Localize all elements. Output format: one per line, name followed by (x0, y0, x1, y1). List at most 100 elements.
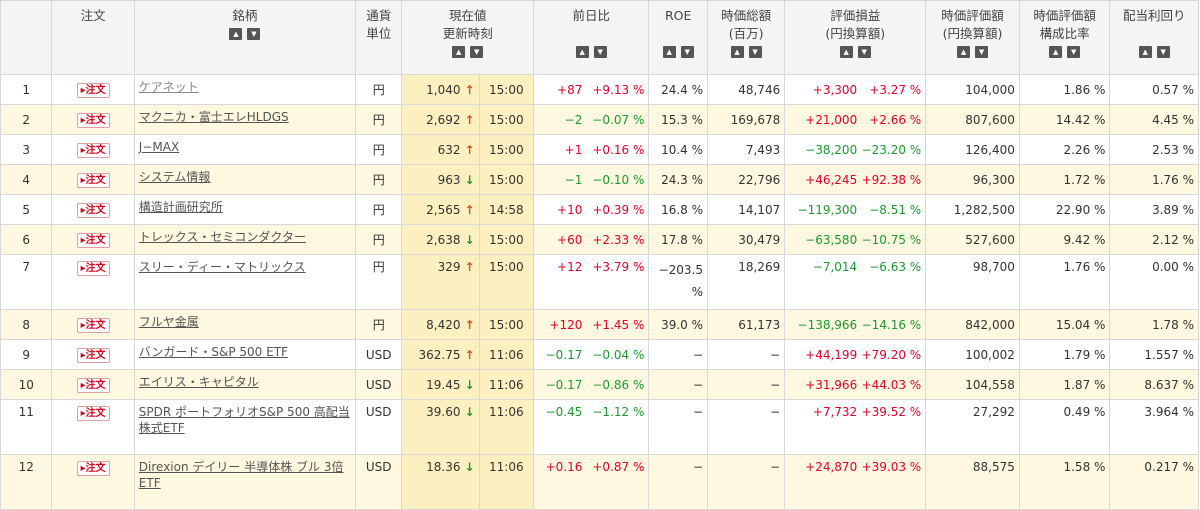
stock-name-link[interactable]: スリー・ディー・マトリックス (138, 260, 306, 274)
stock-name-link[interactable]: フルヤ金属 (138, 315, 199, 329)
price-value: 362.75 (418, 347, 461, 362)
sort-desc-button[interactable]: ▼ (247, 28, 261, 40)
stock-name-link[interactable]: トレックス・セミコンダクター (138, 230, 306, 244)
order-button[interactable]: ▸注文 (76, 233, 110, 248)
sort-desc-button[interactable]: ▼ (1156, 46, 1170, 58)
pl-amount: +3,300 (812, 82, 858, 97)
price-value: 963 (437, 172, 461, 187)
col-currency-header: 通貨 単位 (355, 0, 403, 75)
arrow-up-icon: ↑ (464, 112, 475, 127)
pl-percent: −14.16 % (861, 317, 922, 332)
table-row: 12 ▸注文 Direxion デイリー 半導体株 ブル 3倍 ETF USD 18.3… (0, 454, 1199, 510)
stock-name-link[interactable]: システム情報 (138, 170, 211, 184)
stock-name-link[interactable]: ケアネット (138, 80, 199, 94)
stock-name-link[interactable]: Direxion デイリー 半導体株 ブル 3倍 ETF (138, 460, 344, 490)
ratio-cell: 15.04 % (1018, 309, 1111, 340)
roe-cell: − (648, 339, 709, 370)
order-cell: ▸注文 (51, 254, 135, 310)
stock-name-link[interactable]: エイリス・キャピタル (138, 375, 259, 389)
change-cell: −0.17 −0.04 % (533, 339, 650, 370)
name-cell: トレックス・セミコンダクター (133, 224, 357, 255)
change-cell: +87 +9.13 % (533, 74, 650, 105)
update-time-cell: 11:06 (478, 339, 535, 370)
order-cell: ▸注文 (51, 74, 135, 105)
sort-asc-button[interactable]: ▲ (452, 46, 466, 58)
roe-cell: 24.3 % (648, 164, 709, 195)
order-button[interactable]: ▸注文 (76, 348, 110, 363)
sort-desc-button[interactable]: ▼ (470, 46, 484, 58)
name-cell: 構造計画研究所 (133, 194, 357, 225)
change-percent: +0.87 % (592, 460, 645, 474)
order-button[interactable]: ▸注文 (76, 113, 110, 128)
yield-cell: 1.557 % (1109, 339, 1199, 370)
order-cell: ▸注文 (51, 369, 135, 400)
order-button[interactable]: ▸注文 (76, 461, 110, 476)
sort-asc-button[interactable]: ▲ (1049, 46, 1063, 58)
sort-desc-button[interactable]: ▼ (857, 46, 871, 58)
change-amount: −0.17 (545, 347, 583, 362)
ratio-cell: 0.49 % (1018, 399, 1111, 455)
col-no-header (0, 0, 53, 75)
table-row: 1 ▸注文 ケアネット円 1,040 ↑ 15:00 +87 +9.13 % 24.4 % 48,… (0, 74, 1199, 105)
price-cell: 1,040 ↑ (401, 74, 480, 105)
stock-name-link[interactable]: マクニカ・富士エレHLDGS (138, 110, 289, 124)
yield-cell: 4.45 % (1109, 104, 1199, 135)
yield-header-label: 配当利回り (1122, 8, 1186, 23)
order-button[interactable]: ▸注文 (76, 378, 110, 393)
sort-asc-button[interactable]: ▲ (957, 46, 971, 58)
col-change-header: 前日比 ▲ ▼ (533, 0, 650, 75)
sort-asc-button[interactable]: ▲ (575, 46, 589, 58)
stock-name-link[interactable]: J−MAX (138, 140, 180, 154)
roe-cell: − (648, 454, 709, 510)
sort-asc-button[interactable]: ▲ (1138, 46, 1152, 58)
sort-desc-button[interactable]: ▼ (1067, 46, 1081, 58)
pl-amount: +21,000 (805, 112, 858, 127)
sort-asc-button[interactable]: ▲ (730, 46, 744, 58)
sort-desc-button[interactable]: ▼ (680, 46, 694, 58)
yield-cell: 2.53 % (1109, 134, 1199, 165)
ratio-cell: 22.90 % (1018, 194, 1111, 225)
value-header-l2: (円換算額) (942, 26, 1003, 41)
order-cell: ▸注文 (51, 399, 135, 455)
pl-amount: −7,014 (812, 260, 858, 274)
name-cell: スリー・ディー・マトリックス (133, 254, 357, 310)
stock-name-link[interactable]: 構造計画研究所 (138, 200, 223, 214)
pl-cell: +3,300 +3.27 % (784, 74, 927, 105)
sort-asc-button[interactable]: ▲ (229, 28, 243, 40)
order-cell: ▸注文 (51, 309, 135, 340)
ratio-header-l2: 構成比率 (1039, 26, 1090, 41)
change-amount: +12 (557, 260, 583, 274)
order-button[interactable]: ▸注文 (76, 83, 110, 98)
row-number: 12 (0, 454, 53, 510)
col-ratio-header: 時価評価額 構成比率 ▲ ▼ (1018, 0, 1111, 75)
update-time-cell: 15:00 (478, 74, 535, 105)
sort-desc-button[interactable]: ▼ (593, 46, 607, 58)
value-cell: 88,575 (925, 454, 1020, 510)
currency-cell: 円 (355, 309, 403, 340)
pl-percent: +39.52 % (861, 405, 922, 419)
order-button[interactable]: ▸注文 (76, 173, 110, 188)
sort-desc-button[interactable]: ▼ (748, 46, 762, 58)
change-percent: −0.86 % (592, 377, 645, 392)
price-cell: 19.45 ↓ (401, 369, 480, 400)
sort-asc-button[interactable]: ▲ (839, 46, 853, 58)
ratio-cell: 14.42 % (1018, 104, 1111, 135)
order-button[interactable]: ▸注文 (76, 261, 110, 276)
ratio-cell: 1.76 % (1018, 254, 1111, 310)
pl-amount: −119,300 (797, 202, 858, 217)
order-button[interactable]: ▸注文 (76, 143, 110, 158)
yield-cell: 0.217 % (1109, 454, 1199, 510)
stock-name-link[interactable]: バンガード・S&P 500 ETF (138, 345, 288, 359)
row-number: 3 (0, 134, 53, 165)
change-cell: −0.45 −1.12 % (533, 399, 650, 455)
stock-name-link[interactable]: SPDR ポートフォリオS&P 500 高配当株式ETF (138, 405, 350, 435)
pl-percent: +92.38 % (861, 172, 922, 187)
sort-desc-button[interactable]: ▼ (975, 46, 989, 58)
row-number: 11 (0, 399, 53, 455)
name-cell: エイリス・キャピタル (133, 369, 357, 400)
order-button[interactable]: ▸注文 (76, 406, 110, 421)
sort-asc-button[interactable]: ▲ (662, 46, 676, 58)
order-button[interactable]: ▸注文 (76, 203, 110, 218)
order-button[interactable]: ▸注文 (76, 318, 110, 333)
